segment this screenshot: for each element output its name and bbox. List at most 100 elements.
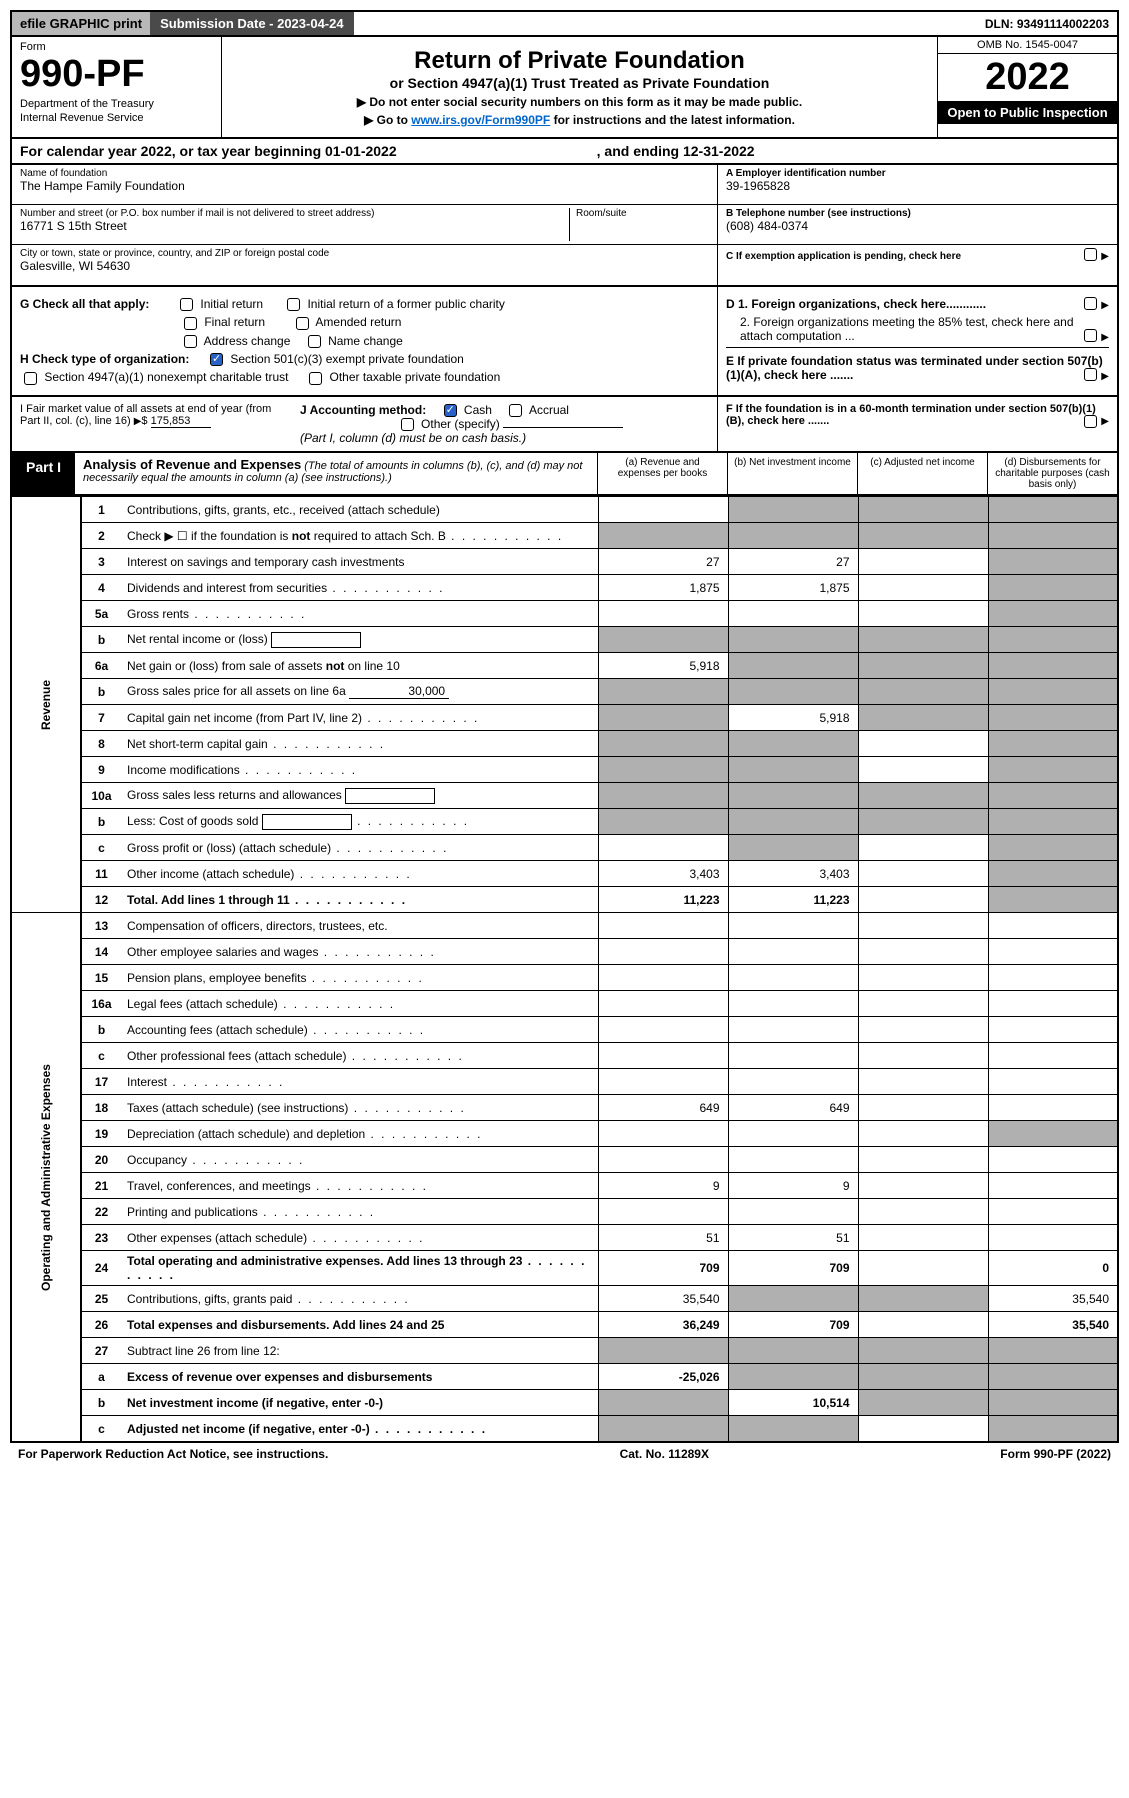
line-description: Contributions, gifts, grants, etc., rece… xyxy=(121,497,598,523)
room-label: Room/suite xyxy=(576,208,709,219)
amended-cb[interactable] xyxy=(296,317,309,330)
final-return-cb[interactable] xyxy=(184,317,197,330)
table-row: cGross profit or (loss) (attach schedule… xyxy=(11,835,1118,861)
line-number: 13 xyxy=(81,913,121,939)
omb-number: OMB No. 1545-0047 xyxy=(938,37,1117,54)
address-change-cb[interactable] xyxy=(184,335,197,348)
j-label: J Accounting method: xyxy=(300,403,426,417)
table-row: 7Capital gain net income (from Part IV, … xyxy=(11,705,1118,731)
g-label: G Check all that apply: xyxy=(20,297,149,311)
exemption-checkbox[interactable] xyxy=(1084,248,1097,261)
d1-label: D 1. Foreign organizations, check here..… xyxy=(726,297,986,311)
accrual-cb[interactable] xyxy=(509,404,522,417)
85pct-cb[interactable] xyxy=(1084,329,1097,342)
table-row: 25Contributions, gifts, grants paid35,54… xyxy=(11,1286,1118,1312)
accounting-row: I Fair market value of all assets at end… xyxy=(10,397,1119,454)
city-state-zip: Galesville, WI 54630 xyxy=(20,259,709,273)
line-number: 15 xyxy=(81,965,121,991)
line-number: 5a xyxy=(81,601,121,627)
line-number: 10a xyxy=(81,783,121,809)
table-row: cOther professional fees (attach schedul… xyxy=(11,1043,1118,1069)
line-number: 3 xyxy=(81,549,121,575)
line-description: Less: Cost of goods sold xyxy=(121,809,598,835)
initial-return-cb[interactable] xyxy=(180,298,193,311)
phone-label: B Telephone number (see instructions) xyxy=(726,208,1109,219)
h-label: H Check type of organization: xyxy=(20,352,189,366)
terminated-cb[interactable] xyxy=(1084,368,1097,381)
table-row: 16aLegal fees (attach schedule) xyxy=(11,991,1118,1017)
form990pf-link[interactable]: www.irs.gov/Form990PF xyxy=(411,113,550,127)
table-row: bNet rental income or (loss) xyxy=(11,627,1118,653)
foreign-org-cb[interactable] xyxy=(1084,297,1097,310)
line-number: b xyxy=(81,809,121,835)
line-number: 25 xyxy=(81,1286,121,1312)
line-number: 14 xyxy=(81,939,121,965)
instr-ssn: ▶ Do not enter social security numbers o… xyxy=(232,95,927,109)
line-description: Gross sales less returns and allowances xyxy=(121,783,598,809)
line-description: Capital gain net income (from Part IV, l… xyxy=(121,705,598,731)
line-description: Interest on savings and temporary cash i… xyxy=(121,549,598,575)
line-number: c xyxy=(81,835,121,861)
line-description: Adjusted net income (if negative, enter … xyxy=(121,1416,598,1442)
table-row: bLess: Cost of goods sold xyxy=(11,809,1118,835)
line-description: Depreciation (attach schedule) and deple… xyxy=(121,1121,598,1147)
f-label: F If the foundation is in a 60-month ter… xyxy=(726,403,1096,427)
60month-cb[interactable] xyxy=(1084,415,1097,428)
line-number: a xyxy=(81,1364,121,1390)
line-number: 26 xyxy=(81,1312,121,1338)
form-subtitle: or Section 4947(a)(1) Trust Treated as P… xyxy=(232,75,927,91)
irs: Internal Revenue Service xyxy=(20,112,213,124)
line-description: Net short-term capital gain xyxy=(121,731,598,757)
line-description: Income modifications xyxy=(121,757,598,783)
cat-no: Cat. No. 11289X xyxy=(620,1447,709,1461)
ein: 39-1965828 xyxy=(726,179,1109,193)
line-description: Other expenses (attach schedule) xyxy=(121,1225,598,1251)
line-number: 18 xyxy=(81,1095,121,1121)
dept-treasury: Department of the Treasury xyxy=(20,98,213,110)
foundation-name: The Hampe Family Foundation xyxy=(20,179,709,193)
line-description: Other income (attach schedule) xyxy=(121,861,598,887)
table-row: 26Total expenses and disbursements. Add … xyxy=(11,1312,1118,1338)
table-row: 8Net short-term capital gain xyxy=(11,731,1118,757)
line-description: Accounting fees (attach schedule) xyxy=(121,1017,598,1043)
line-number: c xyxy=(81,1043,121,1069)
line-description: Gross rents xyxy=(121,601,598,627)
cash-cb[interactable] xyxy=(444,404,457,417)
table-row: cAdjusted net income (if negative, enter… xyxy=(11,1416,1118,1442)
table-row: 19Depreciation (attach schedule) and dep… xyxy=(11,1121,1118,1147)
other-taxable-cb[interactable] xyxy=(309,372,322,385)
exemption-label: C If exemption application is pending, c… xyxy=(726,251,961,262)
line-description: Total expenses and disbursements. Add li… xyxy=(121,1312,598,1338)
line-number: b xyxy=(81,1017,121,1043)
501c3-cb[interactable] xyxy=(210,353,223,366)
arrow-icon xyxy=(1101,368,1109,382)
initial-former-cb[interactable] xyxy=(287,298,300,311)
line-number: 24 xyxy=(81,1251,121,1286)
efile-btn[interactable]: efile GRAPHIC print xyxy=(12,12,150,35)
line-description: Contributions, gifts, grants paid xyxy=(121,1286,598,1312)
table-row: bAccounting fees (attach schedule) xyxy=(11,1017,1118,1043)
name-change-cb[interactable] xyxy=(308,335,321,348)
submission-date: Submission Date - 2023-04-24 xyxy=(150,12,354,35)
other-method-cb[interactable] xyxy=(401,418,414,431)
line-description: Net gain or (loss) from sale of assets n… xyxy=(121,653,598,679)
4947-cb[interactable] xyxy=(24,372,37,385)
calendar-year-row: For calendar year 2022, or tax year begi… xyxy=(10,139,1119,165)
line-description: Other professional fees (attach schedule… xyxy=(121,1043,598,1069)
line-description: Interest xyxy=(121,1069,598,1095)
line-description: Compensation of officers, directors, tru… xyxy=(121,913,598,939)
arrow-icon xyxy=(134,415,142,427)
line-number: 16a xyxy=(81,991,121,1017)
form-title: Return of Private Foundation xyxy=(232,47,927,75)
table-row: 24Total operating and administrative exp… xyxy=(11,1251,1118,1286)
table-row: 17Interest xyxy=(11,1069,1118,1095)
topbar: efile GRAPHIC print Submission Date - 20… xyxy=(10,10,1119,37)
table-row: bGross sales price for all assets on lin… xyxy=(11,679,1118,705)
table-row: bNet investment income (if negative, ent… xyxy=(11,1390,1118,1416)
line-number: 21 xyxy=(81,1173,121,1199)
line-number: 1 xyxy=(81,497,121,523)
form-header: Form 990-PF Department of the Treasury I… xyxy=(10,37,1119,139)
form-number: 990-PF xyxy=(20,53,213,96)
address: 16771 S 15th Street xyxy=(20,219,569,233)
part1-table: Revenue1Contributions, gifts, grants, et… xyxy=(10,496,1119,1443)
